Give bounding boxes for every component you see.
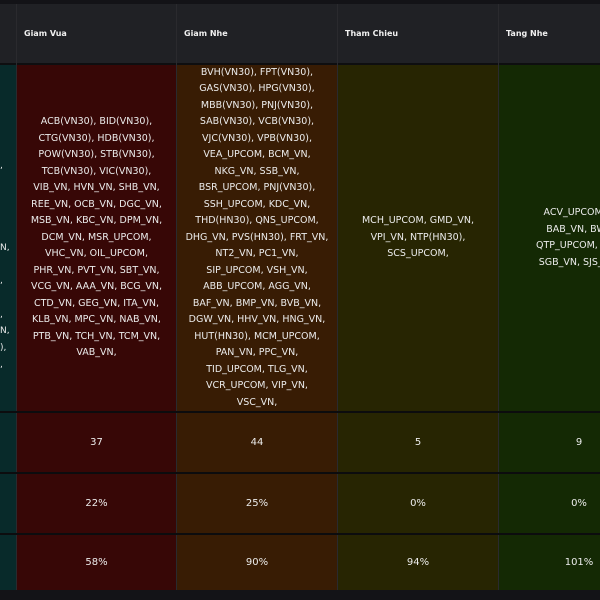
pct2-cell-tham-chieu: 94% [338,535,498,590]
column-divider [498,4,499,590]
column-left-body: , N, , , N, ), , [0,65,16,411]
column-header-label: Giam Nhe [184,29,228,38]
column-header-label: Giam Vua [24,29,67,38]
column-header-tang-nhe[interactable]: Tang Nhe [499,4,600,65]
ticker-list-tham-chieu: MCH_UPCOM, GMD_VN, VPI_VN, NTP(HN30), SC… [338,65,498,411]
column-divider [176,4,177,590]
pct-cell-tham-chieu: 0% [338,474,498,533]
column-tham-chieu: Tham Chieu MCH_UPCOM, GMD_VN, VPI_VN, NT… [338,4,498,590]
column-left-clipped: , N, , , N, ), , [0,4,16,590]
column-left-row-count [0,413,16,472]
column-giam-vua: Giam Vua ACB(VN30), BID(VN30), CTG(VN30)… [17,4,176,590]
column-header-tham-chieu[interactable]: Tham Chieu [338,4,498,65]
column-left-header [0,4,16,65]
column-header-label: Tang Nhe [506,29,548,38]
left-clip-text: , [0,276,3,286]
pct2-cell-giam-nhe: 90% [177,535,337,590]
column-divider [337,4,338,590]
column-header-giam-nhe[interactable]: Giam Nhe [177,4,337,65]
count-cell-giam-nhe: 44 [177,413,337,472]
pct-cell-tang-nhe: 0% [499,474,600,533]
ticker-list-giam-vua: ACB(VN30), BID(VN30), CTG(VN30), HDB(VN3… [17,65,176,411]
pct-cell-giam-nhe: 25% [177,474,337,533]
ticker-list-tang-nhe: ACV_UPCOM, P BAB_VN, BWE QTP_UPCOM, DBD … [499,65,600,411]
left-clip-text: , [0,161,3,171]
pct2-cell-tang-nhe: 101% [499,535,600,590]
left-clip-text: ), [0,343,7,353]
column-left-row-pct1 [0,474,16,533]
pct2-cell-giam-vua: 58% [17,535,176,590]
left-clip-text: , [0,310,3,320]
left-clip-text: , [0,360,3,370]
column-header-label: Tham Chieu [345,29,399,38]
ticker-list-giam-nhe: BVH(VN30), FPT(VN30), GAS(VN30), HPG(VN3… [177,65,337,411]
pct-cell-giam-vua: 22% [17,474,176,533]
column-header-giam-vua[interactable]: Giam Vua [17,4,176,65]
count-cell-giam-vua: 37 [17,413,176,472]
column-divider [16,4,17,590]
bottom-edge [0,590,600,600]
count-cell-tang-nhe: 9 [499,413,600,472]
count-cell-tham-chieu: 5 [338,413,498,472]
left-clip-text: N, [0,326,10,336]
column-left-row-pct2 [0,535,16,590]
left-clip-text: N, [0,243,10,253]
column-tang-nhe: Tang Nhe ACV_UPCOM, P BAB_VN, BWE QTP_UP… [499,4,600,590]
row-divider [0,411,600,413]
row-divider [0,533,600,535]
row-divider [0,472,600,474]
column-giam-nhe: Giam Nhe BVH(VN30), FPT(VN30), GAS(VN30)… [177,4,337,590]
